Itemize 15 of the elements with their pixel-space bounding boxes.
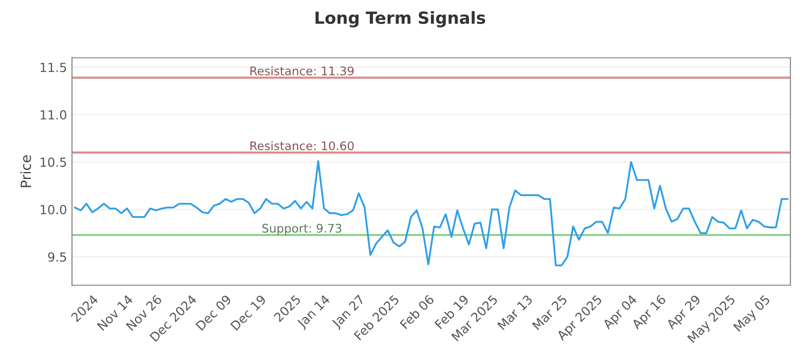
x-tick-label: Dec 19 xyxy=(230,294,267,331)
line-series xyxy=(74,160,788,266)
y-axis-title: Price xyxy=(20,155,32,188)
x-tick-label: Feb 06 xyxy=(399,294,435,330)
x-tick-label: Dec 09 xyxy=(195,294,232,331)
ref-line-label: Resistance: 11.39 xyxy=(250,66,354,76)
y-tick-label: 10.0 xyxy=(40,204,66,214)
y-tick-label: 11.5 xyxy=(40,62,66,72)
y-tick-label: 11.0 xyxy=(40,110,66,120)
x-tick-label: Mar 13 xyxy=(497,294,533,330)
y-tick-label: 9.5 xyxy=(48,252,66,262)
chart-title: Long Term Signals xyxy=(316,11,486,28)
y-tick-label: 10.5 xyxy=(40,157,66,167)
ref-line-label: Resistance: 10.60 xyxy=(250,141,354,150)
ref-line-label: Support: 9.73 xyxy=(262,224,342,236)
